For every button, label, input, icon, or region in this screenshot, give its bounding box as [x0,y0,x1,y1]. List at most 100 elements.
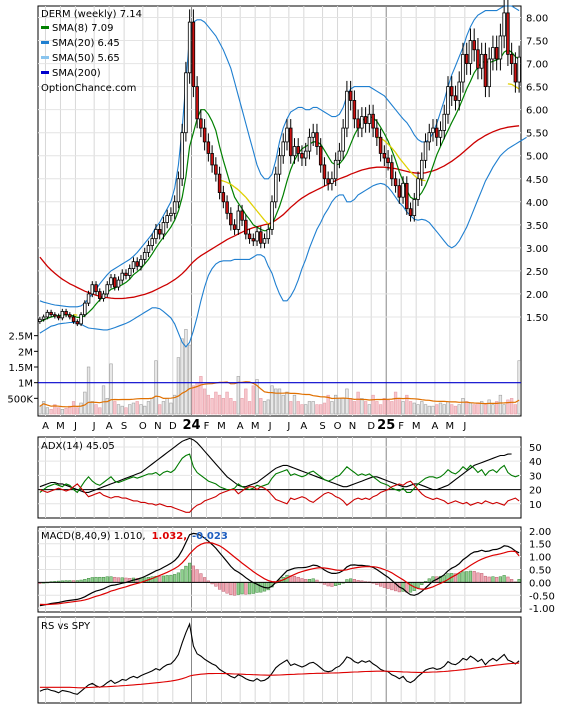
candle [90,284,95,295]
candle [225,201,229,214]
rs-frame [37,616,522,704]
volume-bar [416,404,420,415]
volume-bar [334,394,338,415]
volume-bar [45,407,50,415]
volume-bar [517,360,521,415]
volume-bar [75,407,79,415]
volume-bar [173,394,177,415]
volume-bar [513,404,518,415]
volume-bar [442,404,446,415]
volume-bar [307,401,312,415]
volume-bar [240,398,244,415]
y-tick-label: 10 [529,500,542,511]
volume-bar [487,399,491,415]
volume-bar [371,394,375,415]
y-tick-label: 7.00 [526,60,548,71]
volume-bar [68,405,72,415]
macd-histogram-bar [495,576,499,583]
rs_average-line [39,662,520,689]
volume-bar [259,398,263,415]
y-tick-label: 2.00 [526,290,548,301]
volume-bar [285,391,289,415]
candle [491,47,495,60]
macd-histogram-bar [180,569,184,583]
volume-bar [71,401,76,415]
legend-entry: SMA(200) [52,68,101,79]
macd-histogram-bar [236,582,240,595]
volume-bar [315,404,319,415]
volume-bar [483,404,488,415]
volume-bar [277,388,282,415]
macd-panel: -1.00 -0.50 0.000.50 1.00 1.50 2.00 MACD(8,40,… [37,526,555,615]
volume-bar [289,401,293,415]
macd-histogram-bar [169,574,173,583]
candle [169,212,173,217]
candle [288,127,293,157]
candle [187,21,192,74]
x-tick-label: J [73,421,77,432]
volume-bar [386,399,390,415]
x-tick-label: 24 [182,418,200,433]
volume-bar [326,394,330,415]
x-tick-label: M [446,421,455,432]
candle [49,311,53,316]
candle [68,314,72,318]
legend-swatch [41,41,49,44]
candle [244,219,248,235]
candle [154,229,158,240]
macd-histogram-bar [244,582,248,595]
volume-bar [98,407,102,415]
volume-bar [274,388,278,415]
y-tick-label: 5.00 [526,152,548,163]
macd-histogram-bar [457,573,461,583]
volume-bar [180,338,184,415]
candle [472,40,476,51]
macd-histogram-bar [416,582,420,589]
volume-bar [502,404,506,415]
y-tick-label: 50 [529,443,542,454]
volume-bar [491,404,495,415]
candle [221,192,226,203]
sma20-segment [387,143,393,149]
volume-bar [116,404,121,415]
candle [255,231,259,242]
y-tick-label: 2.50 [526,267,548,278]
y-tick-label: 7.50 [526,37,548,48]
y-tick-label: 3.50 [526,221,548,232]
candle [292,146,297,157]
volume-bar [79,402,83,415]
x-tick-label: J [462,421,466,432]
macd-histogram-bar [229,582,233,595]
candle [322,164,327,180]
volume-bar [247,401,252,415]
candle [184,72,188,134]
sma20-segment [226,181,232,185]
candle [131,261,136,269]
candle [307,136,312,152]
macd-histogram-bar [487,576,491,583]
x-tick-label: A [237,421,244,432]
volume-bar [412,402,416,415]
candle [449,86,454,97]
candle [176,178,181,203]
sma20-segment [398,157,404,164]
macd-histogram-bar [240,582,244,595]
macd-histogram-bar [251,582,255,594]
macd-histogram-bar [378,582,383,587]
candle [513,63,518,83]
volume-average-line [39,381,520,408]
candle [199,118,203,129]
y-tick-label: 8.00 [526,14,548,25]
volume-bar [292,394,297,415]
price-frame [37,5,522,417]
candle [195,86,199,120]
x-tick-label: A [106,421,113,432]
sma20-segment [264,219,269,225]
volume-bar [199,376,203,415]
candle [416,178,420,200]
volume-bar [41,401,46,415]
candle [397,185,402,198]
macd-histogram-bar [446,573,450,583]
candle [150,238,154,246]
candle [464,53,469,64]
